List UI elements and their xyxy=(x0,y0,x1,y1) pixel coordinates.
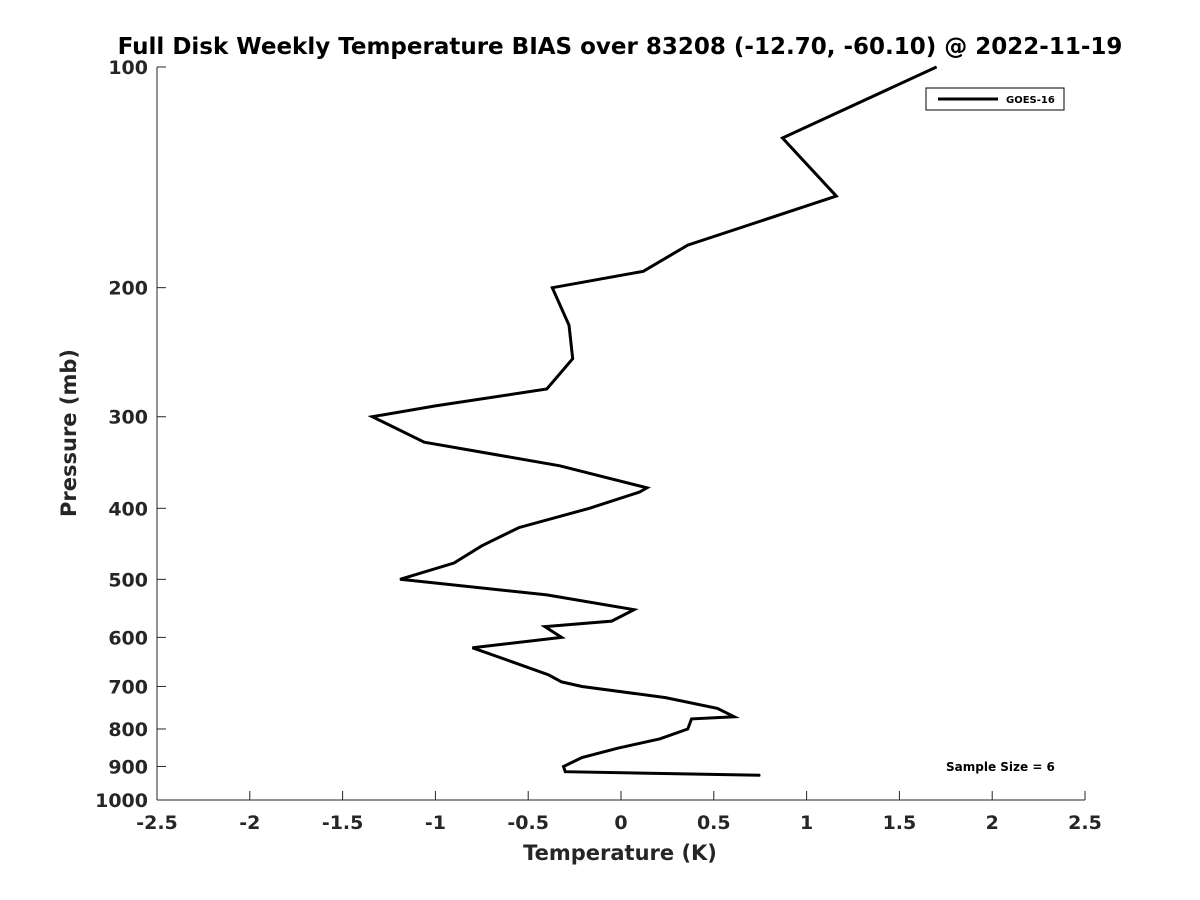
data-point xyxy=(642,270,644,272)
y-tick-label: 200 xyxy=(108,278,148,300)
y-tick-label: 600 xyxy=(108,627,148,649)
legend: GOES-16 xyxy=(925,87,1065,111)
y-tick-label: 700 xyxy=(108,676,148,698)
y-tick-label: 1000 xyxy=(95,790,148,812)
data-point xyxy=(559,465,561,467)
data-point xyxy=(481,545,483,547)
x-tick-label: 0 xyxy=(614,812,627,834)
data-point xyxy=(691,718,692,720)
y-tick-label: 100 xyxy=(108,57,148,79)
data-point xyxy=(936,66,937,68)
x-tick-label: -1 xyxy=(425,812,446,834)
y-tick-label: 400 xyxy=(108,498,148,520)
data-point xyxy=(546,594,548,596)
x-tick-label: -2.5 xyxy=(136,812,178,834)
x-tick-label: 1.5 xyxy=(883,812,917,834)
series-layer xyxy=(367,65,938,777)
data-point xyxy=(453,562,455,564)
y-tick-label: 500 xyxy=(108,569,148,591)
x-tick-label: 2 xyxy=(986,812,999,834)
data-point xyxy=(759,774,761,776)
data-point xyxy=(518,527,520,529)
x-tick-label: -1.5 xyxy=(322,812,364,834)
data-point xyxy=(561,681,563,683)
data-point xyxy=(434,405,436,407)
data-point xyxy=(472,647,473,649)
y-tick-label: 900 xyxy=(108,756,148,778)
legend-label-goes16: GOES-16 xyxy=(1006,95,1055,106)
plot-area xyxy=(157,67,1085,800)
data-point xyxy=(616,747,618,749)
x-tick-label: 0.5 xyxy=(697,812,731,834)
data-point xyxy=(687,728,689,730)
data-point xyxy=(572,358,574,360)
x-tick-label: -2 xyxy=(239,812,260,834)
data-point xyxy=(564,771,566,773)
data-point xyxy=(514,662,516,664)
y-axis-label: Pressure (mb) xyxy=(57,349,81,517)
data-point xyxy=(717,707,718,709)
data-point xyxy=(687,244,689,246)
data-point xyxy=(665,697,666,699)
x-tick-label: 2.5 xyxy=(1068,812,1102,834)
data-point xyxy=(659,738,661,740)
data-point xyxy=(544,626,546,628)
data-point xyxy=(782,137,783,139)
x-tick-label: 1 xyxy=(800,812,813,834)
data-point xyxy=(371,416,373,418)
data-point xyxy=(611,620,613,622)
y-tick-label: 800 xyxy=(108,719,148,741)
sample-size-annotation: Sample Size = 6 xyxy=(946,760,1055,774)
data-point xyxy=(581,686,583,687)
data-point xyxy=(835,195,837,197)
data-point xyxy=(633,609,635,611)
data-point xyxy=(563,766,564,767)
data-point xyxy=(568,324,570,326)
axes: -2.5 -2 -1.5 -1 -0.5 0 0.5 1 1.5 2 2.5 100 200 300 400… xyxy=(95,57,1102,834)
data-point xyxy=(423,441,425,443)
data-point xyxy=(588,507,590,509)
chart-title: Full Disk Weekly Temperature BIAS over 8… xyxy=(118,34,1123,60)
data-point xyxy=(646,487,648,489)
data-point xyxy=(639,491,641,493)
data-point xyxy=(548,674,550,676)
data-point xyxy=(561,636,563,638)
data-point xyxy=(546,388,548,390)
data-point xyxy=(399,578,401,580)
y-tick-label: 300 xyxy=(108,407,148,429)
data-point xyxy=(581,757,583,758)
data-point xyxy=(551,287,553,289)
x-axis-label: Temperature (K) xyxy=(523,841,717,865)
data-point xyxy=(733,716,735,718)
x-tick-label: -0.5 xyxy=(507,812,549,834)
